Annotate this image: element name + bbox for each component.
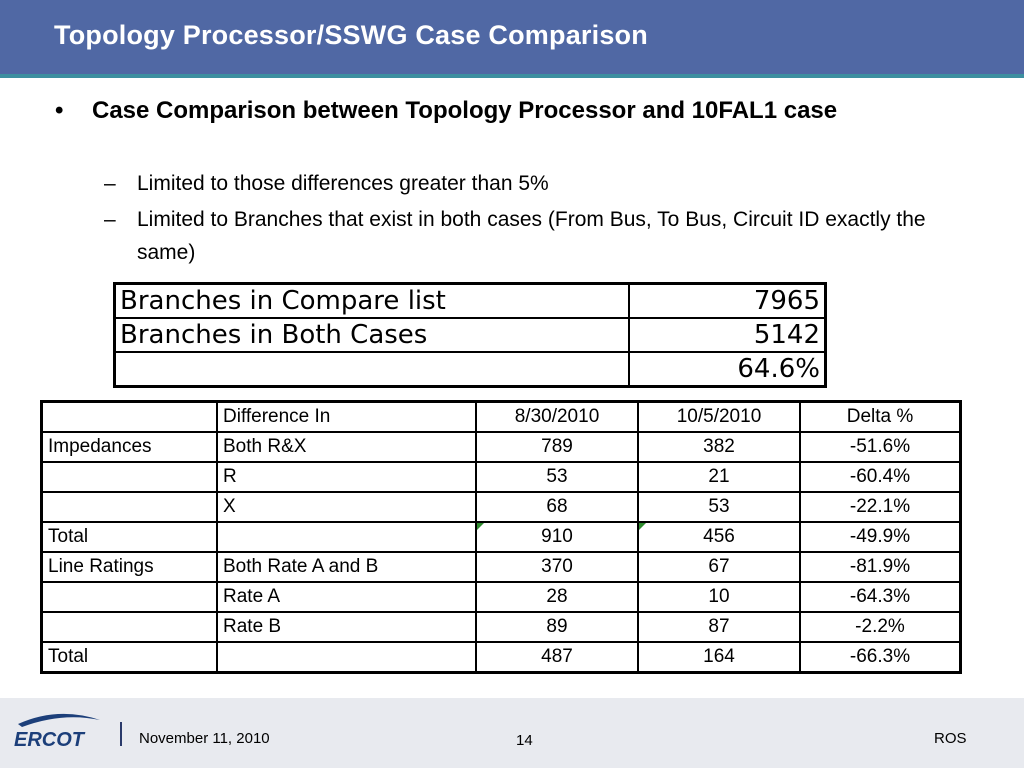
header-cell: [40, 400, 218, 433]
delta-cell: -2.2%: [799, 611, 962, 643]
difference-cell: Both R&X: [216, 431, 477, 463]
difference-cell: Both Rate A and B: [216, 551, 477, 583]
delta-cell: -49.9%: [799, 521, 962, 553]
summary-value: 64.6%: [628, 351, 827, 388]
delta-cell: -22.1%: [799, 491, 962, 523]
sub-bullet-marker: –: [104, 208, 116, 231]
page-number: 14: [516, 732, 533, 749]
title-bar: [0, 0, 1024, 74]
error-indicator-icon: [477, 523, 484, 530]
difference-cell: [216, 521, 477, 553]
value-cell: 370: [475, 551, 639, 583]
value-cell: 53: [475, 461, 639, 493]
title-accent-line: [0, 74, 1024, 78]
summary-label: Branches in Both Cases: [113, 317, 630, 353]
table-row: Total 487 164 -66.3%: [40, 641, 962, 674]
difference-cell: Rate A: [216, 581, 477, 613]
header-row: Difference In 8/30/2010 10/5/2010 Delta …: [40, 400, 962, 433]
delta-cell: -60.4%: [799, 461, 962, 493]
category-cell: [40, 581, 218, 613]
value-cell: 487: [475, 641, 639, 674]
value-cell: 789: [475, 431, 639, 463]
summary-value: 5142: [628, 317, 827, 353]
category-cell: [40, 461, 218, 493]
footer-org: ROS: [934, 730, 967, 747]
value-cell: 28: [475, 581, 639, 613]
category-cell: [40, 491, 218, 523]
sub-bullet-text: Limited to Branches that exist in both c…: [137, 208, 926, 264]
category-cell: Total: [40, 641, 218, 674]
summary-label: Branches in Compare list: [113, 282, 630, 319]
delta-cell: -66.3%: [799, 641, 962, 674]
delta-cell: -81.9%: [799, 551, 962, 583]
table-row: Branches in Compare list 7965: [113, 282, 827, 319]
sub-bullet-text: Limited to those differences greater tha…: [137, 172, 549, 195]
difference-cell: [216, 641, 477, 674]
summary-value: 7965: [628, 282, 827, 319]
ercot-logo: ERCOT: [14, 713, 100, 751]
table-row: Total 910 456 -49.9%: [40, 521, 962, 553]
value-cell: 21: [637, 461, 801, 493]
branch-summary-table: Branches in Compare list 7965 Branches i…: [113, 282, 827, 388]
value-cell: 87: [637, 611, 801, 643]
header-cell: Delta %: [799, 400, 962, 433]
bullet-marker: •: [55, 97, 64, 124]
header-cell: Difference In: [216, 400, 477, 433]
footer-date: November 11, 2010: [139, 730, 270, 747]
header-cell: 10/5/2010: [637, 400, 801, 433]
footer-bar: [0, 698, 1024, 768]
table-row: Rate A 28 10 -64.3%: [40, 581, 962, 613]
value-cell: 67: [637, 551, 801, 583]
logo-swoosh: [18, 713, 100, 727]
table-row: Rate B 89 87 -2.2%: [40, 611, 962, 643]
delta-cell: -51.6%: [799, 431, 962, 463]
category-cell: Line Ratings: [40, 551, 218, 583]
difference-cell: R: [216, 461, 477, 493]
error-indicator-icon: [639, 523, 646, 530]
case-comparison-table: Difference In 8/30/2010 10/5/2010 Delta …: [40, 400, 962, 674]
category-cell: Impedances: [40, 431, 218, 463]
value-cell: 53: [637, 491, 801, 523]
category-cell: [40, 611, 218, 643]
footer-separator: [120, 722, 122, 746]
value-cell: 10: [637, 581, 801, 613]
table-row: R 53 21 -60.4%: [40, 461, 962, 493]
table-row: Line Ratings Both Rate A and B 370 67 -8…: [40, 551, 962, 583]
table-row: Impedances Both R&X 789 382 -51.6%: [40, 431, 962, 463]
header-cell: 8/30/2010: [475, 400, 639, 433]
difference-cell: Rate B: [216, 611, 477, 643]
main-bullet-text: Case Comparison between Topology Process…: [92, 97, 838, 124]
value-cell: 910: [475, 521, 639, 553]
slide-title: Topology Processor/SSWG Case Comparison: [54, 20, 648, 50]
category-cell: Total: [40, 521, 218, 553]
logo-text: ERCOT: [14, 729, 86, 751]
value-cell: 456: [637, 521, 801, 553]
delta-cell: -64.3%: [799, 581, 962, 613]
table-row: 64.6%: [113, 351, 827, 388]
sub-bullet-marker: –: [104, 172, 116, 195]
value-text: 456: [703, 526, 735, 547]
value-cell: 382: [637, 431, 801, 463]
table-row: Branches in Both Cases 5142: [113, 317, 827, 353]
value-text: 910: [541, 526, 573, 547]
table-row: X 68 53 -22.1%: [40, 491, 962, 523]
value-cell: 89: [475, 611, 639, 643]
value-cell: 68: [475, 491, 639, 523]
value-cell: 164: [637, 641, 801, 674]
difference-cell: X: [216, 491, 477, 523]
summary-label: [113, 351, 630, 388]
